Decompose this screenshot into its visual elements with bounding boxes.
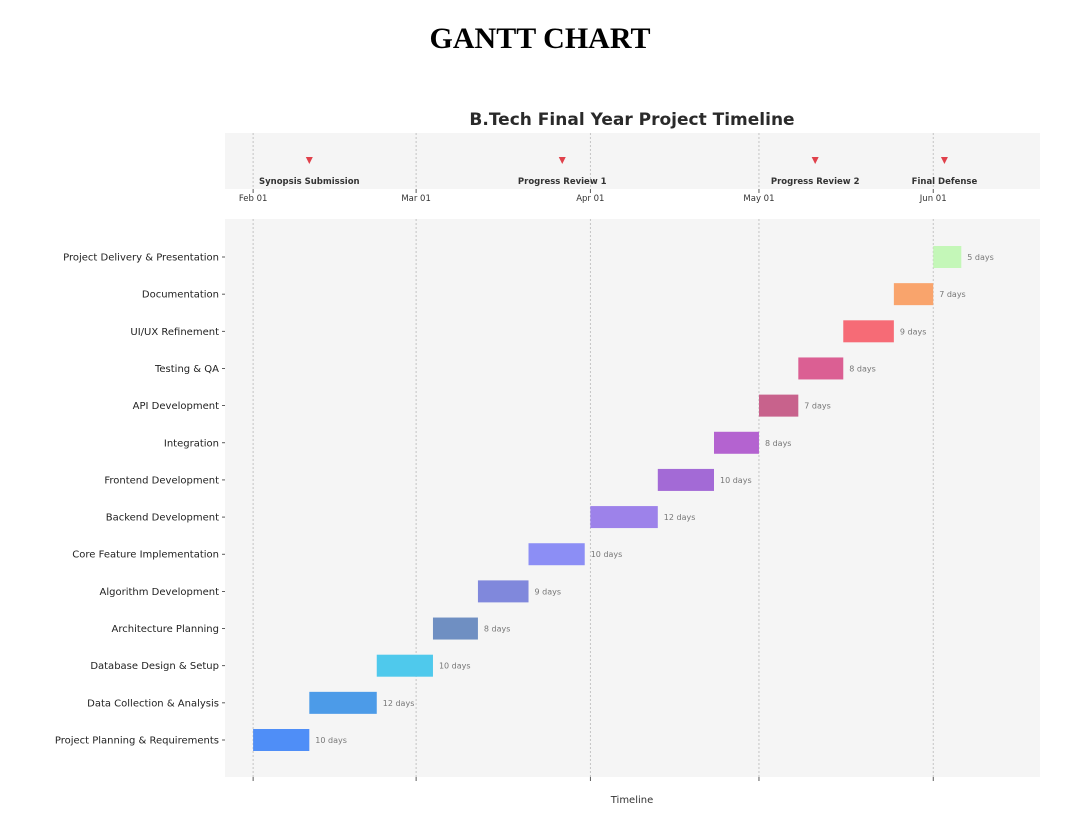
task-bar (253, 729, 310, 751)
task-labels: Project Planning & Requirements Data Coll… (55, 253, 225, 747)
task-duration-label: 5 days (967, 253, 994, 262)
task-label: Project Planning & Requirements (55, 736, 219, 747)
task-duration-label: 7 days (939, 290, 966, 299)
task-bar (933, 246, 962, 268)
milestone-label: Final Defense (912, 177, 978, 187)
task-duration-label: 10 days (591, 550, 623, 559)
task-bar (657, 468, 714, 491)
task-bar (309, 691, 377, 714)
date-tick-label: Feb 01 (239, 194, 268, 204)
task-bar (714, 431, 759, 454)
task-duration-label: 8 days (849, 364, 876, 373)
task-bars: 10 days 12 days 10 days 8 days 9 days 10 days… (253, 246, 994, 751)
task-label: Backend Development (106, 513, 219, 524)
task-label: Core Feature Implementation (72, 550, 219, 561)
task-bar (758, 394, 799, 417)
date-tick-label: Apr 01 (576, 194, 604, 204)
task-bar (798, 357, 844, 380)
plot-area (225, 219, 1040, 777)
milestone-marker-icon (305, 157, 313, 164)
date-tick-label: May 01 (743, 194, 774, 204)
task-duration-label: 9 days (900, 327, 927, 336)
task-bar (843, 320, 894, 343)
task-duration-label: 10 days (720, 476, 752, 485)
date-tick-label: Mar 01 (401, 194, 431, 204)
milestones: Synopsis Submission Progress Review 1 Prog… (259, 157, 977, 187)
bottom-axis (252, 777, 934, 781)
task-label: Algorithm Development (100, 587, 220, 598)
task-duration-label: 9 days (535, 587, 562, 596)
task-duration-label: 12 days (383, 699, 415, 708)
task-duration-label: 10 days (315, 736, 347, 745)
task-bar (590, 506, 658, 529)
task-label: Documentation (142, 290, 219, 301)
task-label: Data Collection & Analysis (87, 698, 219, 709)
task-label: Architecture Planning (112, 624, 219, 635)
task-label: Integration (164, 438, 219, 449)
date-tick-label: Jun 01 (919, 194, 947, 204)
task-duration-label: 10 days (439, 662, 471, 671)
milestone-marker-icon (558, 157, 566, 164)
task-bar (432, 617, 478, 640)
grid-lines (252, 133, 934, 777)
task-duration-label: 7 days (804, 402, 831, 411)
task-label: UI/UX Refinement (130, 327, 219, 338)
task-label: Database Design & Setup (90, 661, 219, 672)
task-duration-label: 8 days (765, 439, 792, 448)
task-label: Testing & QA (154, 364, 219, 375)
date-axis: Feb 01 Mar 01 Apr 01 May 01 Jun 01 (239, 189, 947, 204)
task-bar (528, 543, 585, 566)
milestone-label: Synopsis Submission (259, 177, 360, 187)
task-bar (477, 580, 529, 603)
task-bar (376, 654, 433, 677)
task-duration-label: 12 days (664, 513, 696, 522)
task-label: Frontend Development (104, 475, 219, 486)
task-duration-label: 8 days (484, 625, 511, 634)
milestone-label: Progress Review 2 (771, 177, 860, 187)
milestone-label: Progress Review 1 (518, 177, 607, 187)
x-axis-label: Timeline (610, 795, 654, 806)
task-bar (893, 283, 934, 306)
task-label: Project Delivery & Presentation (63, 253, 219, 264)
chart-title: B.Tech Final Year Project Timeline (469, 110, 794, 130)
milestone-marker-icon (811, 157, 819, 164)
milestone-panel (225, 133, 1040, 189)
task-label: API Development (133, 401, 219, 412)
milestone-marker-icon (940, 157, 948, 164)
document-title: GANTT CHART (429, 22, 651, 55)
